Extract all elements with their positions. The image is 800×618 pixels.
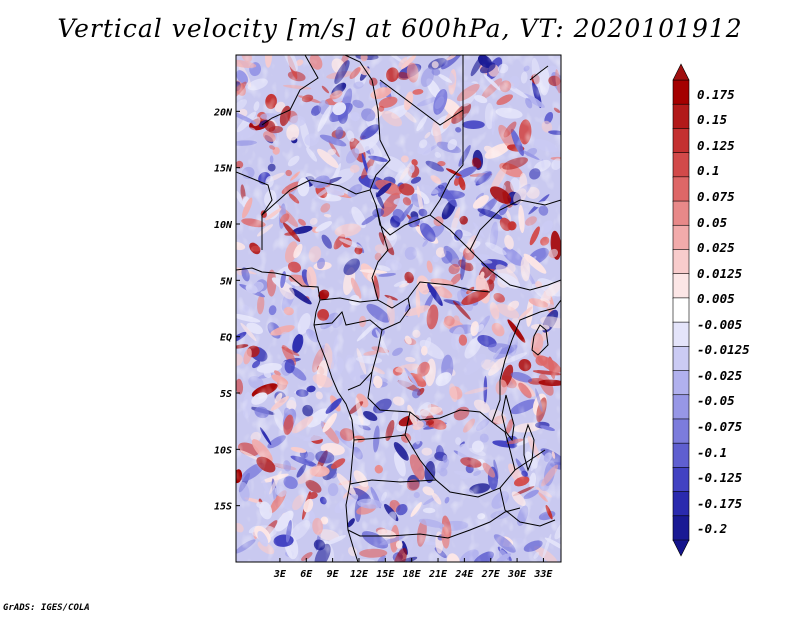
colorbar-swatch: [672, 176, 690, 202]
lon-tick-label: 27E: [481, 569, 501, 580]
colorbar-label: 0.025: [697, 240, 735, 256]
colorbar-swatch: [672, 224, 690, 251]
colorbar-swatch: [672, 442, 690, 469]
colorbar-label: -0.0125: [697, 342, 750, 358]
colorbar-label: 0.005: [697, 291, 735, 307]
colorbar-swatch: [672, 370, 690, 396]
colorbar-label: 0.15: [697, 112, 728, 128]
colorbar-label: 0.125: [697, 137, 735, 153]
country-borders: [236, 55, 561, 562]
coastline-west: [236, 267, 359, 562]
colorbar-label: -0.05: [697, 393, 735, 409]
lon-tick-label: 3E: [273, 569, 287, 580]
colorbar-label: -0.025: [697, 367, 743, 383]
credit-label: GrADS: IGES/COLA: [3, 603, 90, 613]
lon-tick-label: 33E: [533, 569, 553, 580]
lon-tick-label: 24E: [454, 569, 474, 580]
colorbar-swatch: [672, 346, 690, 372]
colorbar-label: 0.0125: [697, 265, 743, 281]
colorbar-swatch: [672, 297, 690, 323]
lat-tick-label: 10N: [214, 220, 233, 231]
lon-tick-label: 9E: [327, 569, 340, 580]
colorbar-swatch: [672, 103, 690, 130]
lat-axis: 20N 15N 10N 5N EQ 5S 10S 15S: [213, 107, 240, 513]
colorbar-swatch: [672, 79, 690, 106]
colorbar-swatch: [672, 467, 690, 493]
plot-frame: [235, 54, 562, 563]
colorbar-swatch: [672, 418, 690, 444]
lake-outline: [501, 394, 515, 442]
colorbar-label: 0.05: [697, 214, 728, 230]
colorbar-min-arrow: [672, 539, 690, 557]
colorbar-label: -0.175: [697, 495, 743, 511]
colorbar-swatch: [672, 515, 690, 541]
lon-tick-label: 6E: [300, 569, 313, 580]
colorbar-label: -0.075: [697, 419, 743, 434]
map-title: Vertical velocity [m/s] at 600hPa, VT: 2…: [57, 14, 743, 43]
colorbar-max-arrow: [672, 63, 690, 81]
lon-tick-label: 15E: [376, 569, 395, 580]
velocity-field: [236, 55, 561, 562]
colorbar-label: -0.005: [697, 316, 743, 332]
lake-outline: [531, 324, 549, 356]
lon-axis: 3E 6E 9E 12E 15E 18E 21E 24E 27E 30E 33E: [273, 558, 553, 580]
colorbar-swatch: [672, 491, 690, 517]
lon-tick-label: 30E: [507, 569, 527, 580]
lake-outline: [523, 423, 535, 472]
lat-tick-label: 10S: [214, 445, 232, 456]
colorbar-label: 0.1: [697, 163, 720, 179]
colorbar-swatch: [672, 321, 690, 348]
lat-tick-label: 20N: [213, 107, 233, 118]
lat-tick-label: 15S: [214, 502, 232, 513]
lon-tick-label: 12E: [350, 569, 369, 580]
colorbar-label: -0.1: [697, 444, 728, 460]
colorbar-swatch: [672, 273, 690, 299]
colorbar-swatch: [672, 249, 690, 275]
lat-tick-label: 5N: [220, 276, 233, 287]
lon-tick-label: 18E: [403, 569, 422, 580]
colorbar: [672, 63, 690, 557]
colorbar-label: 0.175: [697, 86, 735, 102]
colorbar-swatch: [672, 152, 690, 178]
colorbar-label: -0.2: [697, 521, 728, 537]
colorbar-swatch: [672, 200, 690, 227]
colorbar-swatch: [672, 394, 690, 420]
colorbar-label: 0.075: [697, 189, 735, 204]
lat-tick-label: EQ: [220, 333, 232, 344]
colorbar-label: -0.125: [697, 470, 743, 486]
lat-tick-label: 5S: [220, 389, 232, 400]
lat-tick-label: 15N: [214, 164, 233, 175]
lon-tick-label: 21E: [428, 569, 448, 580]
colorbar-swatch: [672, 128, 690, 154]
